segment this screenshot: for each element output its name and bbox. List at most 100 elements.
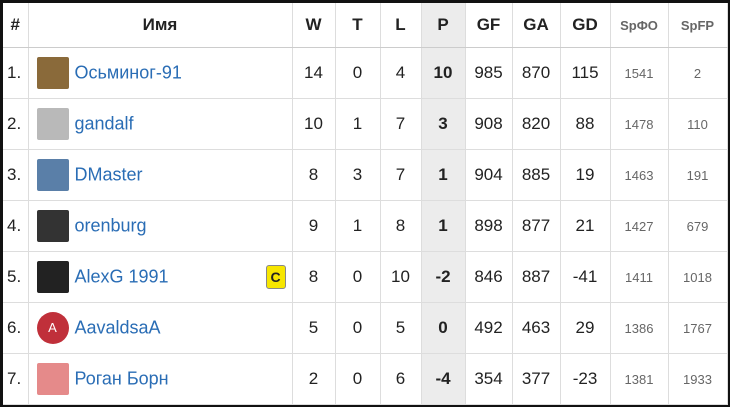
standings-row: 1. Осьминог-91 14 0 4 10 985 870 115 1541 2 [3,47,728,99]
stat-cell: 1. [3,47,29,99]
stat-cell: 492 [465,302,513,354]
stat-cell: 377 [512,353,561,405]
stat-cell: 463 [512,302,561,354]
stat-cell: 1 [335,98,381,150]
avatar [36,363,69,395]
captain-badge: C [265,265,286,289]
stat-cell: 1767 [668,302,728,354]
stat-cell: 820 [512,98,561,150]
stat-cell: 6 [380,353,422,405]
standings-row: 3. DMaster 8 3 7 1 904 885 19 1463 191 [3,149,728,201]
column-header: GF [465,3,513,48]
stat-cell: 0 [335,302,381,354]
stat-cell: 0 [335,47,381,99]
stat-cell: -41 [560,251,611,303]
column-header: Имя [28,3,293,48]
avatar [36,210,69,242]
stat-cell: 5 [292,302,336,354]
player-name[interactable]: Осьминог-91 [74,62,182,83]
stat-cell: 885 [512,149,561,201]
standings-row: 4. orenburg 9 1 8 1 898 877 21 1427 679 [3,200,728,252]
stat-cell: 1 [421,149,466,201]
stat-cell: 4 [380,47,422,99]
player-cell: gandalf [28,98,293,150]
avatar [36,261,69,293]
stat-cell: 2 [668,47,728,99]
standings-row: 6. A AavaldsaA 5 0 5 0 492 463 29 1386 1767 [3,302,728,354]
stat-cell: 9 [292,200,336,252]
stat-cell: 7. [3,353,29,405]
column-header: W [292,3,336,48]
stat-cell: 115 [560,47,611,99]
stat-cell: 1386 [610,302,669,354]
stat-cell: 5. [3,251,29,303]
stat-cell: 679 [668,200,728,252]
player-cell: Роган Борн [28,353,293,405]
player-cell: Осьминог-91 [28,47,293,99]
player-name[interactable]: orenburg [74,215,147,236]
avatar [36,108,69,140]
stat-cell: 1381 [610,353,669,405]
stat-cell: 1933 [668,353,728,405]
player-cell: orenburg [28,200,293,252]
stat-cell: 1411 [610,251,669,303]
stat-cell: 1018 [668,251,728,303]
header-row: # Имя W T L P GF GA GD SpФО SpFP [3,3,728,48]
column-header: SpФО [610,3,669,48]
stat-cell: 10 [292,98,336,150]
stat-cell: 7 [380,98,422,150]
stat-cell: 3 [421,98,466,150]
column-header: GD [560,3,611,48]
stat-cell: 0 [335,251,381,303]
column-header: T [335,3,381,48]
avatar [36,57,69,89]
table-body: 1. Осьминог-91 14 0 4 10 985 870 115 1541 2 2. ganda… [3,47,728,405]
stat-cell: 985 [465,47,513,99]
stat-cell: 846 [465,251,513,303]
column-header: L [380,3,422,48]
player-name[interactable]: Роган Борн [74,368,169,389]
stat-cell: 10 [380,251,422,303]
standings-row: 7. Роган Борн 2 0 6 -4 354 377 -23 1381 1933 [3,353,728,405]
player-cell: DMaster [28,149,293,201]
stat-cell: 1 [335,200,381,252]
player-cell: A AavaldsaA [28,302,293,354]
stat-cell: 14 [292,47,336,99]
player-cell: AlexG 1991 C [28,251,293,303]
standings-row: 5. AlexG 1991 C 8 0 10 -2 846 887 -41 1411 1018 [3,251,728,303]
stat-cell: 88 [560,98,611,150]
stat-cell: 3. [3,149,29,201]
avatar [36,159,69,191]
stat-cell: 191 [668,149,728,201]
standings-row: 2. gandalf 10 1 7 3 908 820 88 1478 110 [3,98,728,150]
column-header: SpFP [668,3,728,48]
stat-cell: 870 [512,47,561,99]
standings-table: # Имя W T L P GF GA GD SpФО SpFP 1. Осьминог-91 14 0 4… [3,3,728,405]
stat-cell: 8 [380,200,422,252]
player-name[interactable]: AlexG 1991 [74,266,169,287]
stat-cell: 887 [512,251,561,303]
player-name[interactable]: AavaldsaA [74,317,161,338]
stat-cell: 29 [560,302,611,354]
stat-cell: 8 [292,149,336,201]
stat-cell: 19 [560,149,611,201]
stat-cell: 908 [465,98,513,150]
column-header: GA [512,3,561,48]
stat-cell: 7 [380,149,422,201]
stat-cell: 877 [512,200,561,252]
column-header: P [421,3,466,48]
stat-cell: 8 [292,251,336,303]
column-header: # [3,3,29,48]
stat-cell: 904 [465,149,513,201]
stat-cell: 4. [3,200,29,252]
stat-cell: 1463 [610,149,669,201]
player-name[interactable]: DMaster [74,164,143,185]
stat-cell: 5 [380,302,422,354]
stat-cell: 3 [335,149,381,201]
stat-cell: 0 [335,353,381,405]
stat-cell: 1427 [610,200,669,252]
stat-cell: -2 [421,251,466,303]
stat-cell: 0 [421,302,466,354]
player-name[interactable]: gandalf [74,113,134,134]
stat-cell: 1541 [610,47,669,99]
